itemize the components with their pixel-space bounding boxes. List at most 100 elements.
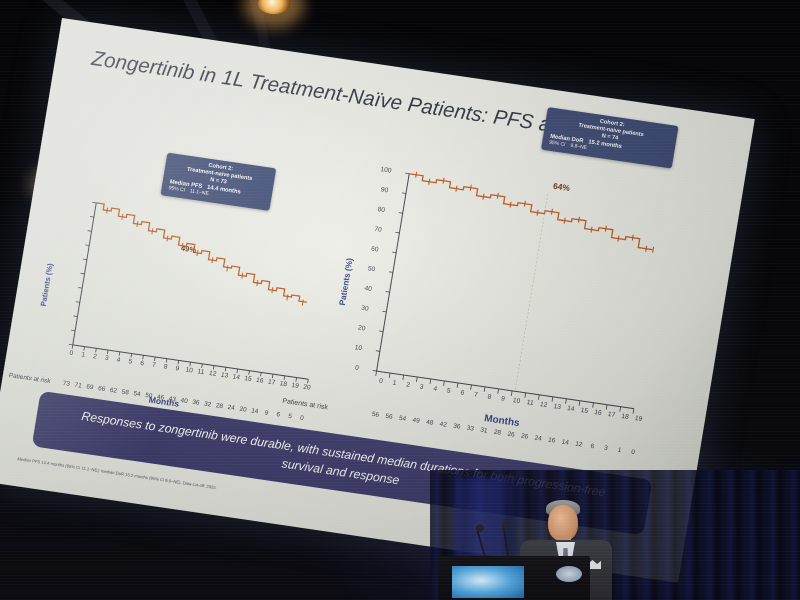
pfs-x-tick: 4 — [116, 356, 121, 364]
pfs-atrisk-value: 24 — [227, 403, 236, 412]
podium-logo — [556, 566, 582, 582]
dor-atrisk-value: 28 — [493, 428, 502, 437]
dor-x-tick: 0 — [378, 377, 384, 386]
dor-atrisk-value: 26 — [520, 432, 529, 441]
dor-ci-value: 9.8–NE — [569, 142, 588, 152]
dor-x-tick: 16 — [593, 408, 603, 417]
dor-panel: Cohort 2: Treatment-naive patients N = 7… — [282, 98, 702, 471]
pfs-x-tick: 3 — [104, 354, 110, 363]
pfs-atrisk-value: 62 — [109, 386, 118, 395]
pfs-atrisk-value: 20 — [238, 405, 248, 414]
dor-x-tick: 18 — [620, 412, 630, 421]
dor-atrisk-value: 16 — [547, 436, 556, 445]
pfs-x-tick: 5 — [127, 358, 133, 366]
pfs-x-tick: 10 — [184, 366, 194, 375]
pfs-atrisk-value: 69 — [85, 383, 94, 392]
pfs-atrisk-value: 9 — [264, 409, 269, 417]
pfs-atrisk-value: 43 — [168, 395, 177, 404]
dor-y-tick: 60 — [370, 245, 379, 254]
pfs-x-tick: 8 — [163, 363, 168, 371]
pfs-chart — [68, 201, 309, 384]
dor-atrisk-value: 6 — [589, 442, 595, 451]
dor-y-tick: 80 — [377, 206, 386, 215]
dor-x-tick: 19 — [634, 414, 643, 423]
dor-x-tick: 8 — [487, 393, 492, 401]
speaker-head — [548, 505, 578, 541]
pfs-x-tick: 14 — [232, 373, 241, 382]
microphone-head-2 — [502, 522, 510, 530]
pfs-ci-label: 95% CI — [168, 185, 186, 194]
dor-y-tick: 70 — [373, 225, 383, 234]
dor-x-tick: 6 — [459, 389, 465, 397]
dor-atrisk-value: 56 — [371, 410, 380, 419]
pfs-x-tick: 16 — [255, 376, 264, 385]
pfs-panel: Cohort 2: Treatment-naive patients N = 7… — [8, 140, 361, 430]
pfs-x-tick: 12 — [208, 369, 217, 378]
dor-y-tick: 20 — [357, 324, 366, 333]
dor-atrisk-value: 42 — [439, 420, 448, 429]
dor-x-tick: 13 — [553, 403, 562, 411]
dor-x-tick: 5 — [446, 387, 452, 395]
dor-ci-label: 95% CI — [548, 139, 566, 148]
pfs-atrisk-value: 36 — [191, 398, 200, 407]
pfs-x-tick: 2 — [92, 353, 98, 361]
pfs-atrisk-value: 6 — [275, 411, 281, 419]
pfs-atrisk-value: 54 — [132, 390, 142, 399]
dor-x-tick: 10 — [512, 397, 521, 406]
dor-y-tick: 0 — [354, 364, 360, 372]
dor-x-tick: 4 — [432, 385, 438, 393]
dor-atrisk-value: 33 — [466, 424, 475, 433]
pfs-atrisk-value: 46 — [156, 393, 165, 402]
pfs-x-ticks — [71, 344, 309, 384]
dor-km-curve — [409, 173, 653, 251]
dor-x-tick: 17 — [607, 410, 616, 419]
dor-atrisk-value: 0 — [630, 448, 636, 457]
pfs-x-tick: 6 — [139, 359, 145, 368]
dor-y-ticks — [372, 172, 410, 372]
podium-confidence-monitor — [452, 566, 524, 598]
projection-screen-wrapper: Zongertinib in 1L Treatment-Naïve Patien… — [0, 18, 782, 583]
dor-x-tick: 3 — [419, 383, 425, 391]
dor-atrisk-value: 24 — [534, 434, 543, 443]
dor-x-tick: 9 — [500, 395, 506, 403]
dor-atrisk-value: 12 — [574, 440, 583, 449]
pfs-atrisk-value: 58 — [121, 388, 130, 397]
pfs-atrisk-value: 5 — [287, 412, 293, 421]
dor-x-tick: 1 — [392, 379, 397, 387]
dor-atrisk-value: 49 — [411, 416, 421, 425]
pfs-km-curve — [96, 202, 307, 303]
microphone-head-1 — [476, 524, 484, 532]
dor-y-tick: 100 — [379, 166, 392, 175]
dor-atrisk-value: 26 — [506, 430, 516, 439]
dor-y-tick: 10 — [354, 344, 363, 353]
pfs-x-tick: 18 — [279, 380, 288, 389]
pfs-atrisk-value: 71 — [73, 381, 83, 390]
pfs-x-tick: 17 — [267, 378, 276, 387]
pfs-x-tick: 19 — [290, 381, 300, 390]
projection-screen: Zongertinib in 1L Treatment-Naïve Patien… — [0, 18, 755, 583]
dor-x-tick: 7 — [473, 391, 479, 399]
pfs-atrisk-value: 32 — [203, 400, 212, 409]
dor-atrisk-value: 14 — [561, 438, 570, 447]
pfs-x-tick: 20 — [302, 383, 312, 392]
dor-x-tick: 11 — [526, 399, 535, 407]
dor-x-tick: 15 — [580, 406, 589, 415]
dor-chart — [372, 171, 655, 414]
dor-x-tick: 12 — [539, 401, 548, 410]
stage-light-1 — [244, 0, 304, 28]
pfs-x-tick: 11 — [196, 368, 205, 377]
pfs-x-tick: 7 — [151, 361, 157, 370]
dor-x-tick: 2 — [405, 381, 411, 389]
dor-callout: Cohort 2: Treatment-naive patients N = 7… — [540, 107, 679, 169]
pfs-x-tick: 13 — [220, 371, 229, 380]
pfs-x-tick: 15 — [243, 375, 253, 384]
dor-x-ticks — [375, 370, 635, 414]
dor-atrisk-value: 31 — [479, 426, 488, 435]
pfs-atrisk-value: 28 — [215, 402, 224, 411]
speaker-pocket-square — [588, 560, 601, 569]
pfs-x-tick: 0 — [68, 349, 74, 358]
pfs-atrisk-value: 50 — [144, 391, 153, 400]
dor-atrisk-value: 3 — [603, 444, 609, 453]
pfs-atrisk-value: 14 — [250, 407, 259, 416]
